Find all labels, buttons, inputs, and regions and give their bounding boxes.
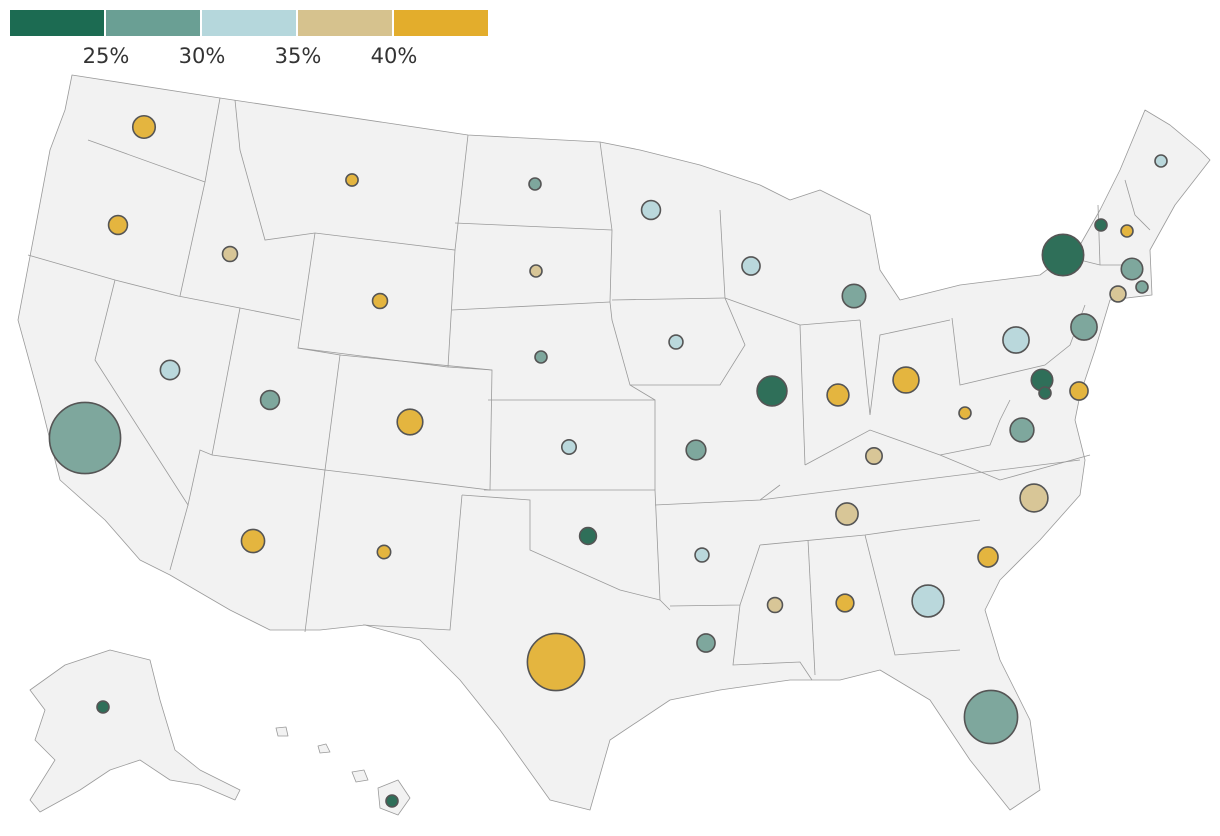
bubble-nd[interactable] [528,177,542,191]
legend-tick-label: 40% [371,44,418,68]
bubble-ar[interactable] [694,547,710,563]
bubble-vt[interactable] [1094,218,1108,232]
bubble-de[interactable] [1069,381,1089,401]
legend-tick-label: 25% [83,44,130,68]
bubble-wi[interactable] [741,256,761,276]
state-bubbles [48,114,1168,808]
legend-swatch-1 [10,10,104,36]
state-basemap [17,74,1211,816]
bubble-hi[interactable] [385,794,399,808]
bubble-ak[interactable] [96,700,110,714]
legend-swatch-5 [394,10,488,36]
bubble-ct[interactable] [1109,285,1127,303]
bubble-fl[interactable] [963,689,1019,745]
bubble-oh[interactable] [892,366,920,394]
bubble-ms[interactable] [766,596,784,614]
alaska-shape [29,649,241,813]
bubble-az[interactable] [240,528,266,554]
bubble-co[interactable] [396,408,424,436]
bubble-wa[interactable] [131,114,157,140]
bubble-mn[interactable] [640,199,662,221]
bubble-mo[interactable] [685,439,707,461]
bubble-me[interactable] [1154,154,1168,168]
bubble-or[interactable] [107,214,129,236]
bubble-ri[interactable] [1135,280,1149,294]
bubble-ny[interactable] [1041,233,1085,277]
bubble-nj[interactable] [1070,313,1098,341]
bubble-il[interactable] [756,375,788,407]
legend-tick-label: 30% [179,44,226,68]
bubble-nm[interactable] [376,544,392,560]
bubble-ia[interactable] [668,334,684,350]
bubble-ok[interactable] [578,526,598,546]
bubble-ut[interactable] [259,389,281,411]
bubble-ca[interactable] [48,401,122,475]
bubble-va[interactable] [1009,417,1035,443]
bubble-ks[interactable] [560,438,578,456]
bubble-id[interactable] [221,245,239,263]
bubble-ky[interactable] [865,447,883,465]
bubble-ga[interactable] [911,584,945,618]
hawaii-maui [351,769,369,783]
bubble-ma[interactable] [1120,257,1144,281]
bubble-nv[interactable] [159,359,181,381]
bubble-la[interactable] [696,633,716,653]
bubble-sc[interactable] [977,546,999,568]
legend-tick-label: 35% [275,44,322,68]
bubble-wv[interactable] [958,406,972,420]
legend-swatch-3 [202,10,296,36]
contiguous-us-outline [17,74,1211,811]
legend-swatch-4 [298,10,392,36]
hawaii-kauai [275,726,289,737]
bubble-tn[interactable] [835,502,859,526]
bubble-sd[interactable] [529,264,543,278]
bubble-pa[interactable] [1002,326,1030,354]
bubble-in[interactable] [826,383,850,407]
bubble-wy[interactable] [371,292,389,310]
bubble-tx[interactable] [526,632,586,692]
bubble-al[interactable] [835,593,855,613]
hawaii-oahu [317,743,331,754]
state-borders [27,97,1151,681]
bubble-mt[interactable] [345,173,359,187]
bubble-dc[interactable] [1038,386,1052,400]
bubble-mi[interactable] [841,283,867,309]
color-legend: 25% 30% 35% 40% [10,10,488,68]
bubble-ne[interactable] [534,350,548,364]
legend-swatch-2 [106,10,200,36]
bubble-nh[interactable] [1120,224,1134,238]
bubble-nc[interactable] [1019,483,1049,513]
